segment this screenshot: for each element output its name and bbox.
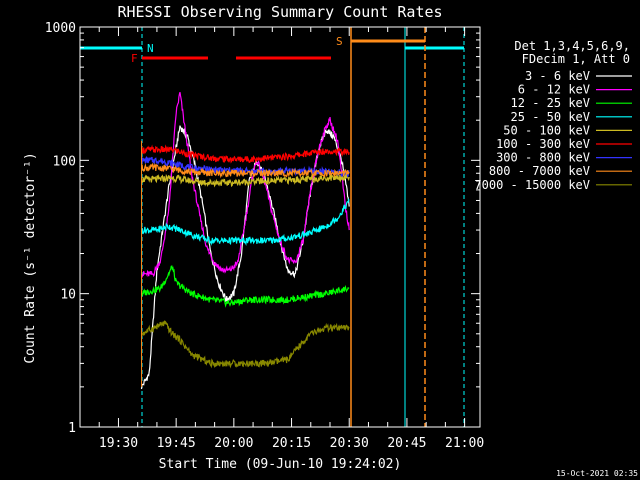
series-line-5 [140, 144, 350, 164]
legend-header-line: FDecim 1, Att 0 [522, 52, 630, 66]
series-line-1 [141, 92, 350, 278]
legend-entry-label: 12 - 25 keV [511, 96, 590, 110]
x-tick-label: 20:00 [214, 436, 253, 451]
legend-entry-label: 50 - 100 keV [503, 123, 590, 137]
series-line-8 [140, 320, 350, 369]
chart-title: RHESSI Observing Summary Count Rates [117, 3, 442, 21]
legend-entry-label: 25 - 50 keV [511, 110, 590, 124]
x-tick-label: 20:15 [272, 436, 311, 451]
legend-entry-label: 7000 - 15000 keV [474, 178, 590, 192]
y-tick-label: 100 [53, 154, 76, 169]
legend-entry-label: 100 - 300 keV [496, 137, 590, 151]
legend-header-line: Det 1,3,4,5,6,9, [514, 39, 630, 53]
y-tick-label: 1 [68, 421, 76, 436]
series-line-4 [141, 172, 350, 188]
legend-entry-label: 300 - 800 keV [496, 151, 590, 165]
legend: Det 1,3,4,5,6,9,FDecim 1, Att 0 3 - 6 keV… [474, 39, 632, 192]
series-line-2 [140, 265, 350, 308]
legend-entry-label: 3 - 6 keV [525, 69, 590, 83]
x-tick-label: 20:45 [387, 436, 426, 451]
annotation-label-n: N [147, 42, 154, 55]
x-axis-label: Start Time (09-Jun-10 19:24:02) [159, 457, 402, 472]
series-layer [140, 92, 350, 390]
y-axis-label: Count Rate (s⁻¹ detector⁻¹) [23, 152, 38, 363]
x-tick-label: 20:30 [330, 436, 369, 451]
series-line-7 [140, 162, 350, 179]
timestamp-label: 15-Oct-2021 02:35 [556, 469, 638, 478]
x-tick-label: 19:30 [99, 436, 138, 451]
y-tick-label: 1000 [45, 21, 76, 36]
legend-entry-label: 6 - 12 keV [518, 83, 590, 97]
axes-layer: 1 10 100 1000 19:30 19:45 20:00 20:15 20:30 20:45… [45, 21, 484, 451]
annotation-label-s: S [336, 35, 343, 48]
annotation-label-f: F [131, 52, 138, 65]
x-tick-label: 19:45 [157, 436, 196, 451]
legend-entry-label: 800 - 7000 keV [489, 164, 590, 178]
y-tick-label: 10 [60, 288, 76, 303]
x-tick-label: 21:00 [445, 436, 484, 451]
plot-frame [79, 26, 481, 428]
series-line-3 [140, 197, 350, 246]
